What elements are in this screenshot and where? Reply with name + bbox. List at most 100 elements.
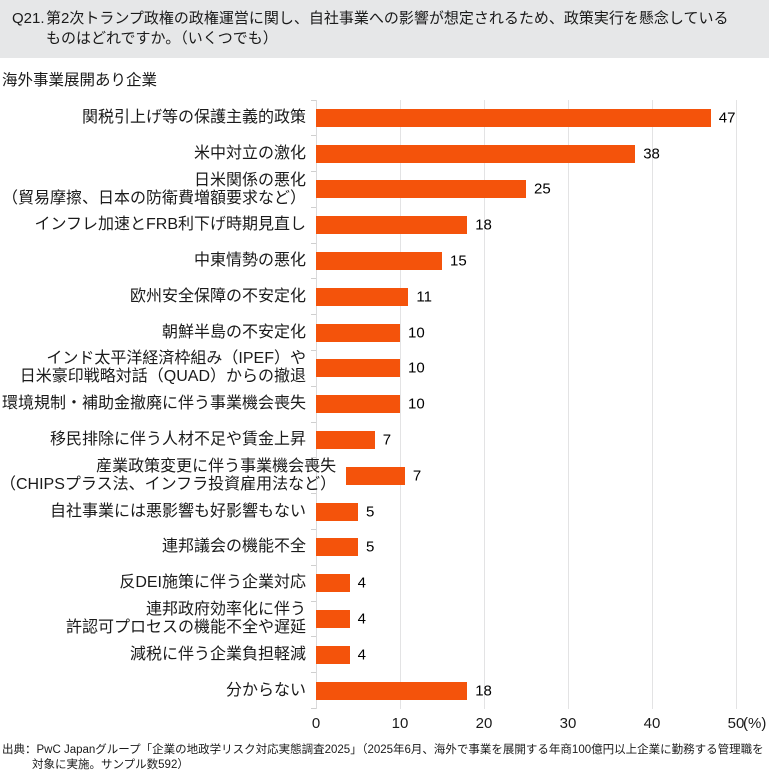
bar-zone: 25: [316, 172, 736, 208]
bar-row: インド太平洋経済枠組み（IPEF）や 日米豪印戦略対話（QUAD）からの撤退 10: [0, 350, 769, 387]
value-label: 25: [534, 180, 551, 198]
x-axis: (%) 0 10 20 30 40 50: [312, 709, 767, 735]
category-label: 減税に伴う企業負担軽減: [0, 646, 316, 664]
source-note-line2: 対象に実施。サンプル数592）: [32, 758, 189, 771]
bar: [316, 144, 636, 163]
bar: [316, 216, 468, 235]
bar-zone: 18: [316, 673, 736, 709]
value-label: 5: [366, 538, 375, 556]
value-label: 10: [408, 324, 425, 342]
value-label: 18: [475, 682, 492, 700]
bar-zone: 47: [316, 100, 736, 136]
bar-zone: 5: [316, 530, 736, 566]
category-label-line: インフレ加速とFRB利下げ時期見直し: [34, 216, 306, 234]
category-label: 関税引上げ等の保護主義的政策: [0, 109, 316, 127]
question-text-line1: 第2次トランプ政権の政権運営に関し、自社事業への影響が想定されるため、政策実行を…: [46, 10, 729, 27]
x-tick-label: 40: [643, 714, 661, 732]
value-label: 5: [366, 503, 375, 521]
bar: [316, 681, 468, 700]
category-label: 環境規制・補助金撤廃に伴う事業機会喪失: [0, 395, 316, 413]
category-label: 中東情勢の悪化: [0, 252, 316, 270]
category-label-line: 環境規制・補助金撤廃に伴う事業機会喪失: [1, 395, 306, 413]
bar: [316, 252, 442, 271]
category-label-line: 許認可プロセスの機能不全や遅延: [65, 619, 306, 637]
bar-row: 連邦政府効率化に伴う 許認可プロセスの機能不全や遅延 4: [0, 600, 769, 637]
gridline: [652, 100, 653, 709]
question-header: Q21. 第2次トランプ政権の政権運営に関し、自社事業への影響が想定されるため、…: [0, 0, 769, 58]
category-label: 米中対立の激化: [0, 145, 316, 163]
category-label-line: 自社事業には悪影響も好影響もない: [49, 502, 306, 520]
bar-zone: 38: [316, 136, 736, 172]
value-label: 4: [357, 610, 366, 628]
x-axis-unit: (%): [743, 714, 767, 732]
category-label-line: 欧州安全保障の不安定化: [129, 287, 306, 305]
value-label: 10: [408, 359, 425, 377]
category-label-line: 中東情勢の悪化: [193, 252, 306, 270]
x-tick-label: 50: [727, 714, 745, 732]
value-label: 7: [412, 467, 422, 485]
source-note-line1: 出典：PwC Japanグループ「企業の地政学リスク対応実態調査2025」（20…: [2, 743, 764, 756]
question-text: 第2次トランプ政権の政権運営に関し、自社事業への影響が想定されるため、政策実行を…: [46, 9, 755, 49]
x-tick-label: 30: [559, 714, 577, 732]
category-label: 連邦議会の機能不全: [0, 538, 316, 556]
bar-row: 環境規制・補助金撤廃に伴う事業機会喪失 10: [0, 385, 769, 422]
value-label: 47: [718, 109, 736, 127]
bar-row: 自社事業には悪影響も好影響もない 5: [0, 493, 769, 530]
bar-row: 日米関係の悪化 （貿易摩擦、日本の防衛費増額要求など） 25: [0, 171, 769, 208]
value-label: 38: [643, 145, 660, 163]
bar-rows: 関税引上げ等の保護主義的政策 47 米中対立の激化 38 日米関係の悪化 （貿易摩擦、日本…: [0, 99, 769, 709]
question-text-line2: ものはどれですか。（いくつでも）: [46, 30, 278, 47]
bar-zone: 4: [316, 565, 736, 601]
bar-zone: 4: [316, 637, 736, 673]
bar-zone: 5: [316, 494, 736, 530]
bar: [316, 502, 358, 521]
bar: [316, 431, 375, 450]
category-label-line: 移民排除に伴う人材不足や賃金上昇: [49, 431, 306, 449]
category-label: 日米関係の悪化 （貿易摩擦、日本の防衛費増額要求など）: [0, 172, 316, 208]
bar-zone: 11: [316, 279, 736, 315]
value-label: 10: [408, 395, 425, 413]
bar-row: 欧州安全保障の不安定化 11: [0, 278, 769, 315]
category-label: インド太平洋経済枠組み（IPEF）や 日米豪印戦略対話（QUAD）からの撤退: [0, 350, 316, 386]
source-note: 出典：PwC Japanグループ「企業の地政学リスク対応実態調査2025」（20…: [0, 743, 769, 773]
bar: [316, 574, 350, 593]
gridline: [400, 100, 401, 709]
bar: [316, 323, 400, 342]
bar-chart: 関税引上げ等の保護主義的政策 47 米中対立の激化 38 日米関係の悪化 （貿易摩擦、日本…: [0, 99, 769, 735]
bar-zone: 10: [316, 386, 736, 422]
category-label-line: （貿易摩擦、日本の防衛費増額要求など）: [1, 189, 306, 207]
bar-row: 減税に伴う企業負担軽減 4: [0, 636, 769, 673]
bar-row: 中東情勢の悪化 15: [0, 242, 769, 279]
category-label: 自社事業には悪影響も好影響もない: [0, 503, 316, 521]
gridline: [484, 100, 485, 709]
category-label: 欧州安全保障の不安定化: [0, 288, 316, 306]
bar: [346, 466, 405, 485]
category-label-line: インド太平洋経済枠組み（IPEF）や: [46, 350, 306, 368]
bar-row: 移民排除に伴う人材不足や賃金上昇 7: [0, 421, 769, 458]
value-label: 7: [382, 431, 392, 449]
bar-zone: 10: [316, 315, 736, 351]
bar-row: 朝鮮半島の不安定化 10: [0, 314, 769, 351]
bar: [316, 395, 400, 414]
bar: [316, 610, 350, 629]
category-label: 朝鮮半島の不安定化: [0, 324, 316, 342]
value-label: 18: [475, 216, 492, 234]
category-label-line: 産業政策変更に伴う事業機会喪失: [96, 457, 337, 475]
bar: [316, 287, 409, 306]
bar-zone: 7: [316, 422, 736, 458]
gridline: [736, 100, 737, 709]
category-label: 分からない: [0, 682, 316, 700]
category-label-line: 分からない: [225, 681, 306, 699]
bar-zone: 4: [316, 601, 736, 637]
bar-zone: 10: [316, 351, 736, 387]
category-label-line: 日米豪印戦略対話（QUAD）からの撤退: [19, 368, 306, 386]
category-label: 連邦政府効率化に伴う 許認可プロセスの機能不全や遅延: [0, 601, 316, 637]
category-label: 反DEI施策に伴う企業対応: [0, 574, 316, 592]
value-label: 4: [357, 646, 366, 664]
bar-zone: 18: [316, 207, 736, 243]
category-label-line: 連邦政府効率化に伴う: [145, 601, 306, 619]
chart-subtitle: 海外事業展開あり企業: [2, 72, 158, 89]
bar: [316, 180, 526, 199]
bar: [316, 645, 350, 664]
